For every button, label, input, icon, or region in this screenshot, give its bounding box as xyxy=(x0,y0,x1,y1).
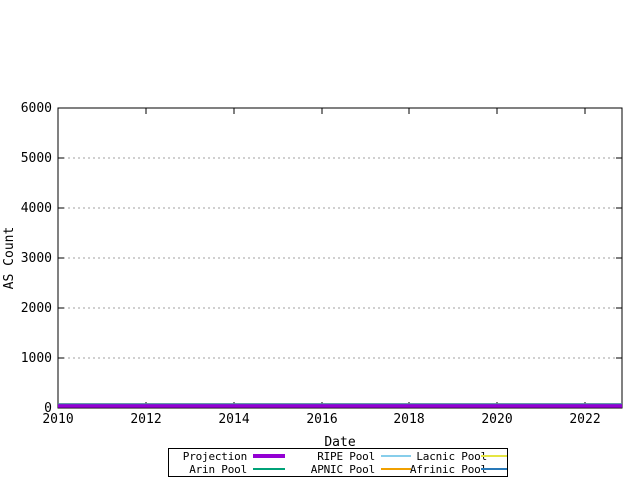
y-tick-labels: 0 1000 2000 3000 4000 5000 6000 xyxy=(21,101,52,416)
legend-label-arin-pool: Arin Pool xyxy=(189,463,247,476)
legend: Projection RIPE Pool Lacnic Pool Arin Po… xyxy=(168,448,508,477)
x-tick-label: 2012 xyxy=(130,412,161,427)
x-tick-label: 2016 xyxy=(306,412,337,427)
gridlines xyxy=(58,157,622,359)
legend-swatch-ripe-pool xyxy=(381,455,411,457)
legend-label-lacnic-pool: Lacnic Pool xyxy=(416,450,487,463)
legend-swatch-arin-pool xyxy=(253,468,285,470)
legend-label-ripe-pool: RIPE Pool xyxy=(317,450,375,463)
y-axis-title: AS Count xyxy=(2,227,17,290)
y-tick-marks xyxy=(58,157,622,359)
y-tick-label: 1000 xyxy=(21,351,52,366)
x-tick-label: 2018 xyxy=(393,412,424,427)
legend-swatch-lacnic-pool xyxy=(481,455,507,457)
y-tick-label: 3000 xyxy=(21,251,52,266)
y-tick-label: 2000 xyxy=(21,301,52,316)
legend-label-afrinic-pool: Afrinic Pool xyxy=(409,463,487,476)
y-tick-label: 6000 xyxy=(21,101,52,116)
series-lines xyxy=(58,403,622,408)
legend-swatch-projection xyxy=(253,454,285,458)
x-tick-label: 2010 xyxy=(42,412,73,427)
y-tick-label: 4000 xyxy=(21,201,52,216)
y-tick-label: 5000 xyxy=(21,151,52,166)
x-tick-label: 2022 xyxy=(569,412,600,427)
legend-swatch-afrinic-pool xyxy=(481,468,507,470)
y-tick-label: 0 xyxy=(44,401,52,416)
plot-border xyxy=(57,107,623,409)
x-tick-label: 2014 xyxy=(218,412,249,427)
x-tick-label: 2020 xyxy=(481,412,512,427)
x-axis-title: Date xyxy=(324,435,355,450)
legend-swatch-apnic-pool xyxy=(381,468,411,470)
legend-label-apnic-pool: APNIC Pool xyxy=(310,463,375,476)
x-tick-labels: 2010 2012 2014 2016 2018 2020 2022 xyxy=(42,412,600,427)
legend-label-projection: Projection xyxy=(182,450,247,463)
